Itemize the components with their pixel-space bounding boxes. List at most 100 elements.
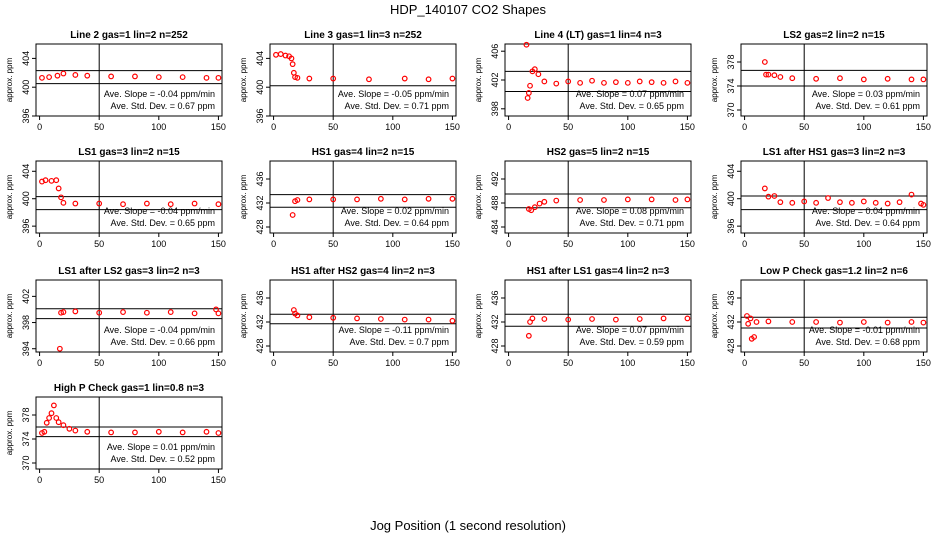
panel-title: Line 3 gas=1 lin=3 n=252 [304, 30, 422, 41]
panel-title: High P Check gas=1 lin=0.8 n=3 [54, 383, 205, 394]
data-point [96, 309, 103, 316]
panel-9: LS1 after LS2 gas=3 lin=2 n=3 0 50 100 150 39… [5, 266, 226, 368]
x-tick-label: 150 [445, 239, 460, 249]
panel-11: HS1 after LS1 gas=4 lin=2 n=3 0 50 100 150 42… [474, 266, 695, 368]
data-point [449, 195, 456, 202]
data-point [215, 74, 222, 81]
y-tick-label: 370 [726, 102, 736, 117]
data-point [860, 76, 867, 83]
data-point [72, 200, 79, 207]
x-tick-label: 150 [445, 122, 460, 132]
data-point [684, 79, 691, 86]
y-tick-label: 488 [490, 195, 500, 210]
panel-title: Low P Check gas=1.2 lin=2 n=6 [760, 266, 908, 277]
data-point [860, 319, 867, 325]
x-tick-label: 100 [151, 239, 166, 249]
y-tick-label: 406 [490, 44, 500, 59]
y-axis-label: approx. ppm [239, 293, 248, 338]
data-point [72, 427, 79, 434]
y-tick-label: 428 [490, 338, 500, 353]
x-tick-label: 100 [856, 122, 871, 132]
data-point [48, 410, 55, 417]
slope-annotation: Ave. Slope = 0.07 ppm/min [576, 89, 684, 99]
x-tick-label: 50 [799, 239, 809, 249]
data-point [763, 71, 769, 78]
data-point [908, 319, 915, 325]
data-point [401, 196, 408, 203]
data-point [837, 75, 843, 82]
y-tick-label: 432 [726, 314, 736, 329]
x-tick-label: 50 [799, 358, 809, 368]
slope-annotation: Ave. Slope = -0.04 ppm/min [104, 89, 215, 99]
data-point [684, 315, 691, 322]
x-tick-label: 50 [328, 358, 338, 368]
data-point [41, 428, 48, 435]
x-tick-label: 100 [620, 122, 635, 132]
panel-7: HS2 gas=5 lin=2 n=15 0 50 100 150 484 488 492 ap… [474, 147, 695, 249]
data-point [753, 319, 760, 325]
x-tick-label: 0 [742, 122, 747, 132]
y-axis-label: approx. ppm [5, 57, 14, 102]
x-tick-label: 50 [563, 358, 573, 368]
x-tick-label: 150 [916, 358, 931, 368]
x-tick-label: 50 [94, 475, 104, 485]
data-point [60, 422, 67, 429]
y-tick-label: 436 [490, 290, 500, 305]
data-point [525, 90, 532, 96]
stddev-annotation: Ave. Std. Dev. = 0.59 ppm [580, 337, 684, 347]
x-tick-label: 0 [506, 239, 511, 249]
data-point [143, 200, 150, 207]
data-point [306, 314, 313, 321]
data-point [56, 345, 63, 352]
data-point [672, 197, 679, 203]
data-point [565, 316, 572, 323]
stddev-annotation: Ave. Std. Dev. = 0.68 ppm [816, 337, 920, 347]
y-axis-label: approx. ppm [474, 174, 483, 219]
data-point [813, 199, 820, 206]
y-tick-label: 396 [726, 219, 736, 234]
y-tick-label: 398 [490, 101, 500, 116]
x-tick-label: 0 [271, 122, 276, 132]
panel-12: Low P Check gas=1.2 lin=2 n=6 0 50 100 150 42… [710, 266, 931, 368]
x-tick-label: 0 [506, 358, 511, 368]
panel-title: HS2 gas=5 lin=2 n=15 [547, 147, 650, 158]
data-point [789, 319, 796, 325]
data-point [294, 197, 301, 203]
x-tick-label: 100 [620, 239, 635, 249]
data-point [636, 316, 643, 322]
data-point [53, 415, 60, 421]
y-tick-label: 404 [21, 164, 31, 179]
panel-2: Line 3 gas=1 lin=3 n=252 0 50 100 150 396 400 4… [239, 30, 460, 132]
panel-title: HS1 gas=4 lin=2 n=15 [312, 147, 415, 158]
panel-title: Line 4 (LT) gas=1 lin=4 n=3 [534, 30, 662, 41]
data-point [648, 79, 655, 86]
data-point [306, 196, 313, 203]
panel-6: HS1 gas=4 lin=2 n=15 0 50 100 150 428 432 436 ap… [239, 147, 460, 249]
x-tick-label: 100 [151, 358, 166, 368]
x-tick-label: 50 [563, 239, 573, 249]
y-tick-label: 398 [21, 315, 31, 330]
y-tick-label: 370 [21, 455, 31, 470]
x-tick-label: 0 [37, 475, 42, 485]
y-axis-label: approx. ppm [5, 410, 14, 455]
x-tick-label: 50 [328, 239, 338, 249]
data-point [132, 429, 138, 436]
x-tick-label: 50 [94, 122, 104, 132]
y-tick-label: 432 [255, 195, 265, 210]
stddev-annotation: Ave. Std. Dev. = 0.61 ppm [816, 101, 920, 111]
data-point [771, 72, 778, 79]
data-point [191, 200, 198, 207]
stddev-annotation: Ave. Std. Dev. = 0.52 ppm [111, 454, 215, 464]
panel-10: HS1 after HS2 gas=4 lin=2 n=3 0 50 100 150 42… [239, 266, 460, 368]
y-tick-label: 400 [726, 191, 736, 206]
data-point [528, 207, 535, 214]
data-point [72, 308, 79, 315]
slope-annotation: Ave. Slope = 0.02 ppm/min [341, 206, 449, 216]
data-point [167, 201, 174, 208]
stddev-annotation: Ave. Std. Dev. = 0.64 ppm [345, 218, 449, 228]
stddev-annotation: Ave. Std. Dev. = 0.66 ppm [111, 337, 215, 347]
stddev-annotation: Ave. Std. Dev. = 0.7 ppm [350, 337, 449, 347]
panel-1: Line 2 gas=1 lin=2 n=252 0 50 100 150 396 400 4… [5, 30, 226, 132]
panel-title: LS2 gas=2 lin=2 n=15 [783, 30, 885, 41]
